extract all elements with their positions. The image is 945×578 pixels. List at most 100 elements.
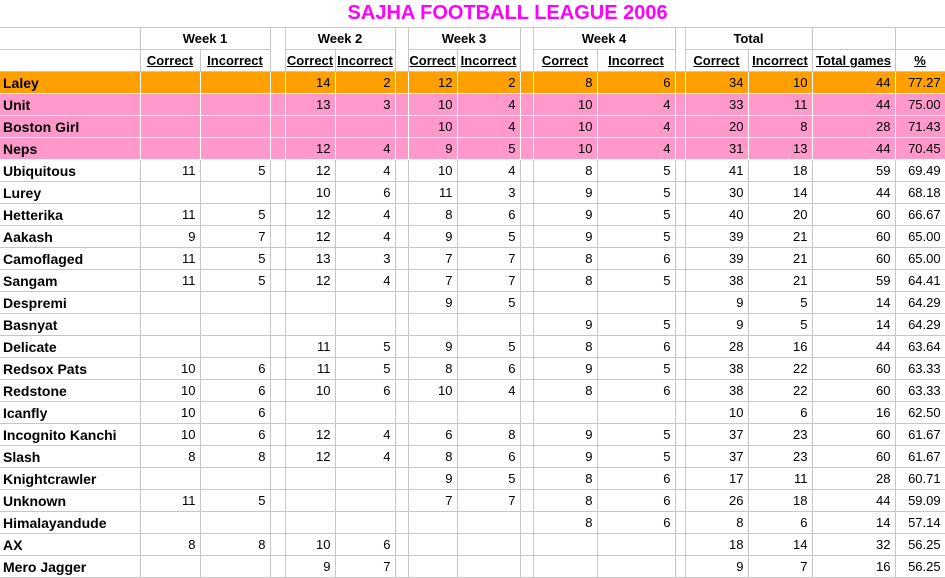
value-cell-percent: 75.00: [895, 93, 945, 116]
value-cell-w4_incorrect: 6: [597, 247, 676, 270]
value-cell-w1_incorrect: 6: [200, 401, 271, 424]
value-cell-w4_incorrect: 5: [597, 423, 676, 446]
team-name-cell: Redsox Pats: [0, 357, 141, 380]
value-cell-w2_incorrect: 4: [335, 269, 396, 292]
value-cell-w4_correct: 8: [533, 467, 598, 490]
value-cell-w4_incorrect: 6: [597, 511, 676, 534]
spacer-cell: [270, 357, 286, 380]
value-cell-w2_correct: [285, 489, 336, 512]
value-cell-percent: 57.14: [895, 511, 945, 534]
value-cell-w1_incorrect: 5: [200, 247, 271, 270]
spacer-cell: [395, 511, 409, 534]
group-header-row: Week 1 Week 2 Week 3 Week 4 Total: [0, 27, 945, 50]
value-cell-percent: 65.00: [895, 247, 945, 270]
value-cell-percent: 65.00: [895, 225, 945, 248]
value-cell-w1_incorrect: 5: [200, 269, 271, 292]
table-row: Aakash 9 7 12 4 9 5 9 5 39 21 60 65.00: [0, 225, 945, 248]
value-cell-w1_correct: 10: [140, 379, 201, 402]
value-cell-w2_correct: 10: [285, 379, 336, 402]
value-cell-total_incorrect: 23: [748, 445, 813, 468]
value-cell-percent: 63.33: [895, 357, 945, 380]
value-cell-w3_correct: 9: [408, 225, 458, 248]
spacer-cell: [270, 555, 286, 578]
spacer-cell: [395, 533, 409, 556]
value-cell-w1_correct: 11: [140, 159, 201, 182]
team-name-cell: Despremi: [0, 291, 141, 314]
value-cell-w4_correct: [533, 401, 598, 424]
spacer-cell: [520, 115, 533, 138]
value-cell-w4_incorrect: [597, 533, 676, 556]
value-cell-total_games: 44: [812, 71, 895, 94]
spacer-cell: [270, 445, 286, 468]
value-cell-w3_correct: [408, 401, 458, 424]
value-cell-w2_correct: 14: [285, 71, 335, 94]
table-row: Redsox Pats 10 6 11 5 8 6 9 5 38 22 60 63.33: [0, 357, 945, 380]
value-cell-w2_incorrect: 6: [335, 181, 396, 204]
value-cell-total_correct: 9: [685, 555, 749, 578]
value-cell-total_incorrect: 16: [748, 335, 813, 358]
value-cell-w4_correct: [533, 555, 598, 578]
value-cell-w4_correct: 8: [533, 379, 598, 402]
value-cell-w2_incorrect: [335, 489, 396, 512]
value-cell-w4_incorrect: [597, 401, 676, 424]
title-row: SAJHA FOOTBALL LEAGUE 2006: [0, 0, 945, 28]
value-cell-w2_incorrect: 6: [335, 533, 396, 556]
spacer-cell: [675, 181, 686, 204]
value-cell-total_incorrect: 13: [748, 137, 812, 160]
spacer-cell: [395, 247, 409, 270]
value-cell-w1_correct: [140, 115, 200, 138]
spacer-cell: [270, 28, 285, 50]
value-cell-w1_incorrect: 5: [200, 159, 271, 182]
team-name-cell: Incognito Kanchi: [0, 423, 141, 446]
table-row: Boston Girl 10 4 10 4 20 8 28 71.43: [0, 115, 945, 138]
value-cell-w1_correct: 10: [140, 423, 201, 446]
value-cell-total_games: 44: [812, 93, 895, 116]
value-cell-w3_incorrect: [457, 555, 521, 578]
value-cell-w1_incorrect: 6: [200, 379, 271, 402]
value-cell-percent: 60.71: [895, 467, 945, 490]
value-cell-w2_correct: 13: [285, 93, 335, 116]
value-cell-total_games: 59: [812, 159, 896, 182]
value-cell-w4_correct: 9: [533, 181, 598, 204]
value-cell-total_incorrect: 20: [748, 203, 813, 226]
value-cell-total_games: 60: [812, 379, 896, 402]
spacer-cell: [395, 401, 409, 424]
value-cell-w1_incorrect: [200, 93, 270, 116]
value-cell-total_incorrect: 22: [748, 357, 813, 380]
value-cell-w3_correct: 8: [408, 445, 458, 468]
table-row: Himalayandude 8 6 8 6 14 57.14: [0, 511, 945, 534]
value-cell-w4_correct: 9: [533, 225, 598, 248]
value-cell-w2_correct: 9: [285, 555, 336, 578]
value-cell-total_games: 60: [812, 445, 896, 468]
value-cell-w4_correct: 8: [533, 247, 598, 270]
value-cell-w1_incorrect: 8: [200, 533, 271, 556]
value-cell-w2_correct: 12: [285, 445, 336, 468]
value-cell-w4_incorrect: 5: [597, 313, 676, 336]
value-cell-w3_incorrect: 8: [457, 423, 521, 446]
value-cell-w1_incorrect: [200, 555, 271, 578]
value-cell-percent: 61.67: [895, 423, 945, 446]
value-cell-total_correct: 38: [685, 269, 749, 292]
value-cell-total_correct: 8: [685, 511, 749, 534]
value-cell-w3_correct: 7: [408, 247, 458, 270]
spacer-cell: [675, 203, 686, 226]
value-cell-total_correct: 33: [685, 93, 748, 116]
value-cell-w3_incorrect: 6: [457, 445, 521, 468]
col-header-correct: Correct: [140, 49, 201, 72]
col-header-percent: %: [895, 49, 945, 72]
value-cell-w1_correct: 11: [140, 203, 201, 226]
value-cell-w4_incorrect: 4: [597, 93, 675, 116]
team-name-cell: Sangam: [0, 269, 141, 292]
team-name-cell: Basnyat: [0, 313, 141, 336]
value-cell-w2_correct: [285, 313, 336, 336]
col-header-correct: Correct: [285, 49, 336, 72]
value-cell-w3_correct: 7: [408, 489, 458, 512]
value-cell-w3_incorrect: 3: [457, 181, 521, 204]
value-cell-w3_incorrect: 4: [457, 115, 520, 138]
team-name-cell: Mero Jagger: [0, 555, 141, 578]
value-cell-total_games: 60: [812, 247, 896, 270]
spacer-cell: [675, 555, 686, 578]
value-cell-w3_correct: [408, 533, 458, 556]
value-cell-total_games: 14: [812, 291, 896, 314]
